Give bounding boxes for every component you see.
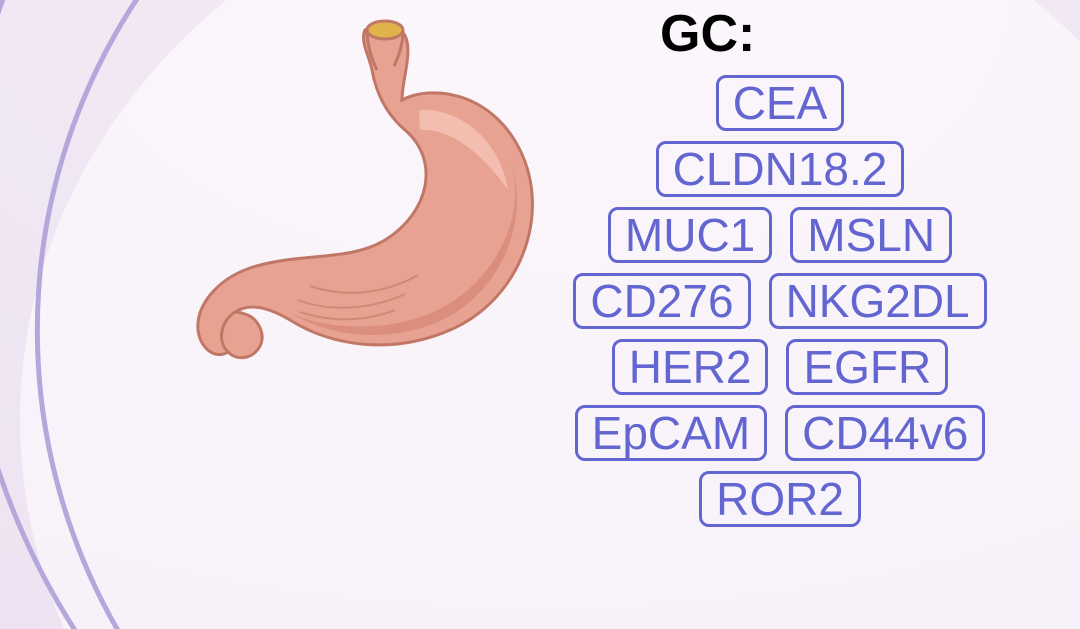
section-title: GC: <box>660 4 755 64</box>
marker-tag: CLDN18.2 <box>656 141 905 197</box>
marker-tag: MUC1 <box>608 207 772 263</box>
marker-tag: EpCAM <box>575 405 767 461</box>
marker-tag: NKG2DL <box>769 273 987 329</box>
marker-tag: EGFR <box>786 339 948 395</box>
marker-tag: ROR2 <box>699 471 861 527</box>
marker-row: MUC1 MSLN <box>608 207 952 263</box>
marker-tag: CD276 <box>573 273 750 329</box>
marker-tag: CEA <box>716 75 845 131</box>
marker-tag: HER2 <box>612 339 769 395</box>
marker-row: CEA <box>716 75 845 131</box>
marker-row: EpCAM CD44v6 <box>575 405 986 461</box>
marker-row: ROR2 <box>699 471 861 527</box>
marker-tag-list: CEA CLDN18.2 MUC1 MSLN CD276 NKG2DLHER2 EGFR Ep… <box>500 75 1060 527</box>
marker-tag: MSLN <box>790 207 952 263</box>
marker-row: HER2 EGFR <box>612 339 949 395</box>
marker-row: CLDN18.2 <box>656 141 905 197</box>
marker-row: CD276 NKG2DL <box>573 273 986 329</box>
marker-tag: CD44v6 <box>785 405 985 461</box>
diagram-stage: GC: CEA CLDN18.2 MUC1 MSLN CD276 NKG2DLHER2 EG… <box>0 0 1080 629</box>
